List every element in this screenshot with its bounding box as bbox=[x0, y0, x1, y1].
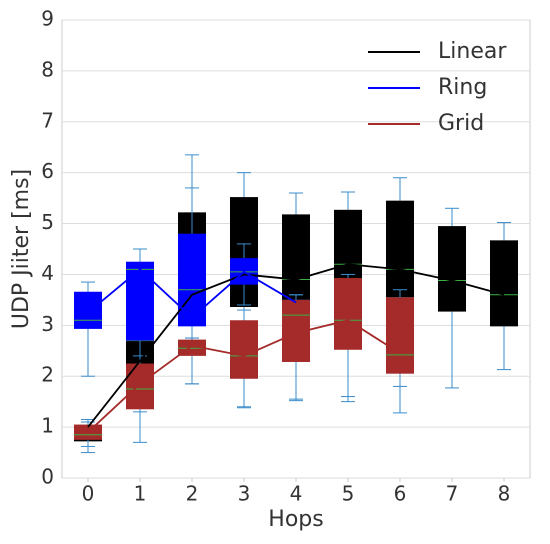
box bbox=[386, 200, 414, 298]
x-tick-label: 0 bbox=[82, 482, 95, 506]
box bbox=[126, 363, 154, 410]
box bbox=[282, 214, 310, 300]
y-tick-label: 5 bbox=[41, 210, 54, 234]
box bbox=[438, 226, 466, 312]
y-tick-label: 2 bbox=[41, 363, 54, 387]
y-tick-label: 3 bbox=[41, 312, 54, 336]
x-tick-label: 7 bbox=[446, 482, 459, 506]
box bbox=[490, 240, 518, 327]
legend-label: Linear bbox=[438, 39, 507, 64]
mean-line bbox=[87, 263, 505, 428]
y-tick-label: 1 bbox=[41, 414, 54, 438]
x-tick-label: 1 bbox=[134, 482, 147, 506]
mean-line bbox=[87, 319, 401, 433]
box bbox=[334, 278, 362, 350]
x-tick-label: 8 bbox=[498, 482, 511, 506]
x-axis-label: Hops bbox=[268, 507, 323, 532]
y-tick-label: 7 bbox=[41, 108, 54, 132]
y-tick-label: 6 bbox=[41, 159, 54, 183]
y-tick-label: 4 bbox=[41, 261, 54, 285]
box bbox=[230, 320, 258, 379]
x-tick-label: 3 bbox=[238, 482, 251, 506]
legend-label: Grid bbox=[438, 111, 484, 136]
x-tick-label: 2 bbox=[186, 482, 199, 506]
x-tick-label: 5 bbox=[342, 482, 355, 506]
y-axis-label: UDP Jiiter [ms] bbox=[9, 169, 34, 329]
y-tick-label: 0 bbox=[41, 465, 54, 489]
legend-label: Ring bbox=[438, 75, 487, 100]
box bbox=[178, 233, 206, 327]
x-tick-label: 6 bbox=[394, 482, 407, 506]
box bbox=[386, 297, 414, 374]
mean-line bbox=[87, 268, 297, 319]
box bbox=[74, 291, 102, 329]
x-tick-label: 4 bbox=[290, 482, 303, 506]
y-tick-label: 8 bbox=[41, 57, 54, 81]
box bbox=[126, 261, 154, 341]
box bbox=[334, 209, 362, 280]
y-tick-label: 9 bbox=[41, 7, 54, 31]
